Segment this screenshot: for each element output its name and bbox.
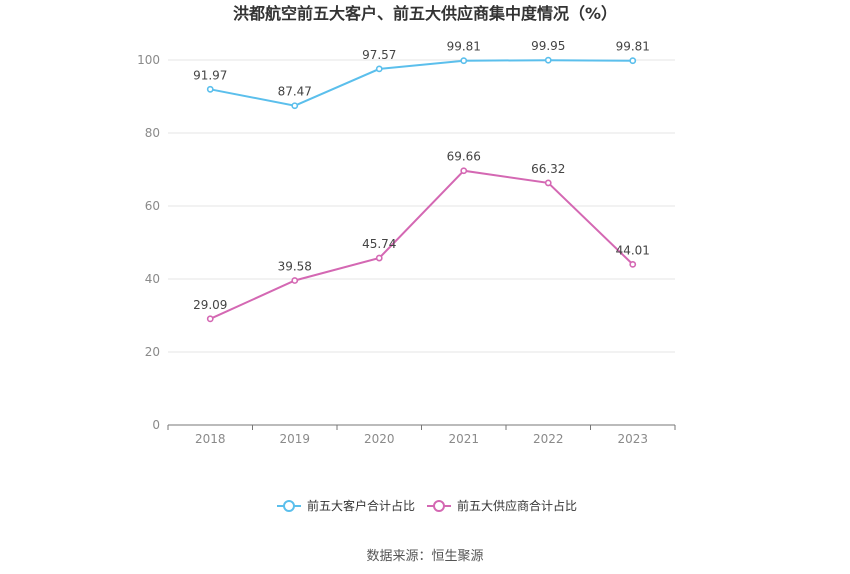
x-tick-label: 2018 bbox=[195, 432, 226, 446]
series-1-point[interactable] bbox=[460, 57, 468, 65]
series-1-data-label: 99.95 bbox=[531, 39, 565, 53]
series-2-data-label: 66.32 bbox=[531, 162, 565, 176]
axes: 0 20 40 60 80 100 2018 2019 2020 2021 2022 2023 bbox=[137, 53, 676, 446]
series-line-1 bbox=[210, 59, 633, 107]
series-line-2 bbox=[209, 169, 634, 320]
x-tick-label: 2020 bbox=[364, 432, 395, 446]
y-tick-label: 80 bbox=[145, 126, 160, 140]
series-1-point[interactable] bbox=[291, 102, 299, 110]
data-source: 数据来源：恒生聚源 bbox=[366, 549, 483, 564]
series-2-data-label: 45.74 bbox=[362, 237, 396, 251]
series-2-point[interactable] bbox=[206, 315, 214, 323]
series-2-data-label: 29.09 bbox=[193, 298, 227, 312]
series-1-point[interactable] bbox=[206, 85, 214, 93]
series-1-data-label: 87.47 bbox=[278, 85, 312, 99]
series-1-data-label: 97.57 bbox=[362, 48, 396, 62]
legend-label: 前五大客户合计占比 bbox=[307, 498, 415, 513]
series-1-data-label: 91.97 bbox=[193, 68, 227, 82]
legend-label: 前五大供应商合计占比 bbox=[457, 498, 577, 513]
series-2-data-label: 39.58 bbox=[278, 260, 312, 274]
x-tick-label: 2022 bbox=[533, 432, 564, 446]
chart-title: 洪都航空前五大客户、前五大供应商集中度情况（%） bbox=[233, 4, 617, 23]
series-2-point[interactable] bbox=[544, 179, 552, 187]
y-tick-label: 40 bbox=[145, 272, 160, 286]
y-tick-label: 0 bbox=[152, 418, 160, 432]
series-1-data-label: 99.81 bbox=[616, 40, 650, 54]
y-tick-label: 100 bbox=[137, 53, 160, 67]
legend-item-1[interactable]: 前五大客户合计占比 bbox=[277, 498, 415, 513]
series-lines bbox=[206, 56, 637, 323]
legend-marker-icon bbox=[283, 500, 295, 512]
series-2-data-label: 44.01 bbox=[616, 243, 650, 257]
legend-marker-icon bbox=[433, 500, 445, 512]
x-tick-label: 2021 bbox=[448, 432, 479, 446]
data-labels: 91.97 87.47 97.57 99.81 99.95 99.81 29.09 39.58… bbox=[193, 39, 650, 312]
series-2-point[interactable] bbox=[629, 260, 637, 268]
series-1-point[interactable] bbox=[629, 57, 637, 65]
legend[interactable]: 前五大客户合计占比 前五大供应商合计占比 bbox=[277, 498, 577, 513]
y-tick-label: 20 bbox=[145, 345, 160, 359]
series-2-point[interactable] bbox=[460, 167, 468, 175]
x-tick-label: 2019 bbox=[279, 432, 310, 446]
series-2-point[interactable] bbox=[291, 277, 299, 284]
series-2-data-label: 69.66 bbox=[447, 150, 481, 164]
y-tick-label: 60 bbox=[145, 199, 160, 213]
series-1-point[interactable] bbox=[375, 65, 383, 73]
x-tick-label: 2023 bbox=[617, 432, 648, 446]
series-2-point[interactable] bbox=[375, 254, 383, 262]
grid-lines bbox=[168, 59, 675, 353]
series-1-data-label: 99.81 bbox=[447, 40, 481, 54]
series-1-point[interactable] bbox=[544, 56, 552, 64]
legend-item-2[interactable]: 前五大供应商合计占比 bbox=[427, 498, 577, 513]
